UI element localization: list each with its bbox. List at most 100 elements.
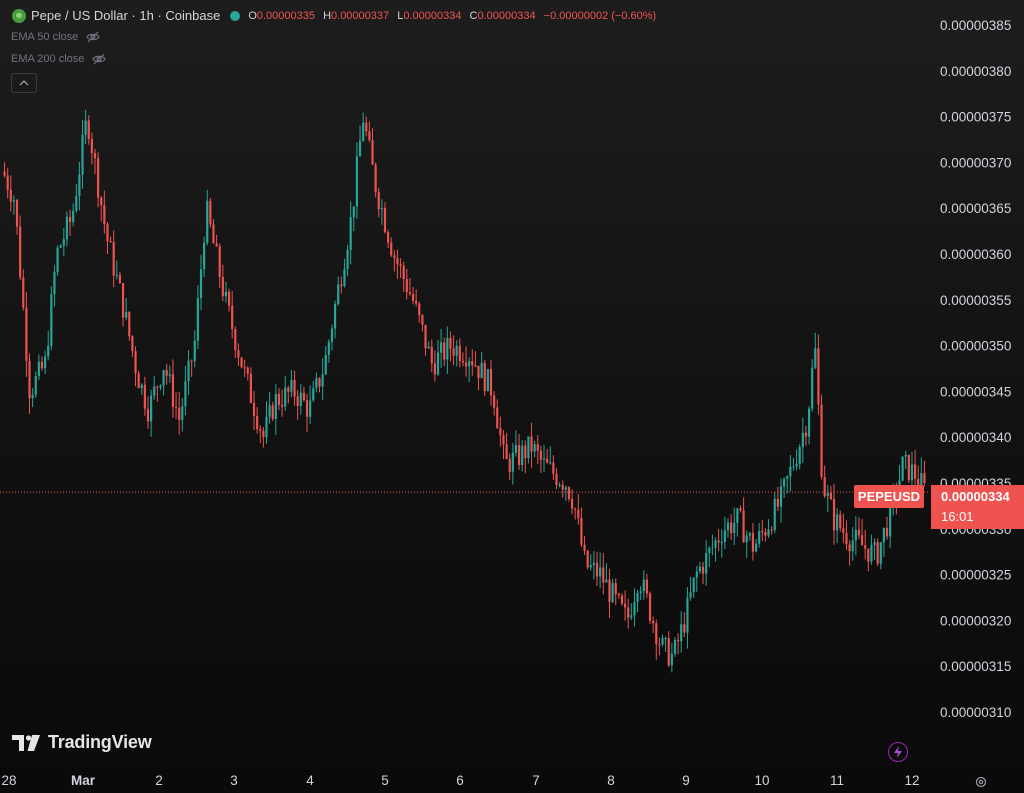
- candle-body[interactable]: [876, 542, 879, 564]
- candle-body[interactable]: [546, 458, 549, 463]
- candle-body[interactable]: [9, 189, 12, 202]
- candle-body[interactable]: [305, 400, 309, 417]
- candle-body[interactable]: [711, 547, 714, 549]
- candle-body[interactable]: [761, 530, 764, 533]
- candle-body[interactable]: [421, 315, 424, 325]
- candle-body[interactable]: [639, 591, 642, 594]
- candle-body[interactable]: [845, 532, 848, 545]
- candle-body[interactable]: [620, 595, 624, 604]
- candle-body[interactable]: [100, 197, 103, 206]
- candle-body[interactable]: [683, 624, 686, 633]
- candle-body[interactable]: [234, 329, 237, 351]
- candle-body[interactable]: [673, 639, 677, 654]
- candle-body[interactable]: [754, 543, 758, 552]
- candle-body[interactable]: [561, 484, 564, 490]
- candle-body[interactable]: [514, 445, 518, 453]
- candle-body[interactable]: [910, 464, 914, 481]
- candle-body[interactable]: [655, 623, 658, 645]
- candle-body[interactable]: [162, 370, 165, 386]
- candle-body[interactable]: [90, 138, 93, 154]
- candle-body[interactable]: [458, 345, 461, 361]
- candle-body[interactable]: [47, 345, 50, 357]
- candle-body[interactable]: [243, 367, 246, 369]
- candle-body[interactable]: [59, 245, 62, 248]
- candle-body[interactable]: [146, 408, 150, 422]
- candle-body[interactable]: [602, 567, 605, 583]
- candle-body[interactable]: [193, 340, 196, 361]
- candle-body[interactable]: [570, 498, 574, 509]
- candle-body[interactable]: [165, 370, 168, 376]
- candle-body[interactable]: [140, 384, 143, 389]
- candle-body[interactable]: [767, 529, 770, 536]
- candle-body[interactable]: [739, 508, 742, 511]
- candle-body[interactable]: [436, 352, 440, 375]
- candle-body[interactable]: [499, 428, 502, 436]
- candle-body[interactable]: [804, 432, 808, 437]
- candle-body[interactable]: [252, 402, 256, 416]
- candle-body[interactable]: [848, 544, 851, 552]
- candle-body[interactable]: [334, 304, 337, 329]
- candle-body[interactable]: [636, 593, 639, 602]
- candle-body[interactable]: [508, 458, 511, 472]
- candle-body[interactable]: [383, 208, 387, 233]
- candle-body[interactable]: [698, 566, 702, 572]
- collapse-indicators-button[interactable]: [11, 73, 37, 93]
- candle-body[interactable]: [505, 444, 508, 459]
- candle-body[interactable]: [290, 379, 293, 392]
- candle-body[interactable]: [801, 432, 804, 448]
- candle-body[interactable]: [402, 265, 405, 279]
- candle-body[interactable]: [705, 552, 708, 574]
- candle-body[interactable]: [608, 579, 611, 602]
- candle-body[interactable]: [309, 400, 312, 417]
- candle-body[interactable]: [408, 292, 412, 295]
- candle-body[interactable]: [764, 532, 767, 536]
- candle-body[interactable]: [645, 579, 649, 594]
- candle-body[interactable]: [84, 120, 87, 135]
- candle-body[interactable]: [346, 249, 349, 270]
- candle-body[interactable]: [262, 430, 265, 438]
- candle-body[interactable]: [355, 156, 359, 207]
- candle-body[interactable]: [577, 509, 580, 518]
- candle-body[interactable]: [907, 454, 910, 481]
- candle-body[interactable]: [65, 216, 69, 240]
- candle-body[interactable]: [256, 415, 259, 430]
- candle-body[interactable]: [184, 381, 187, 407]
- candle-body[interactable]: [854, 529, 857, 541]
- candle-body[interactable]: [455, 345, 458, 356]
- candle-body[interactable]: [399, 264, 402, 266]
- candle-body[interactable]: [112, 242, 115, 276]
- candle-body[interactable]: [277, 393, 281, 405]
- candle-body[interactable]: [695, 571, 698, 578]
- candle-body[interactable]: [343, 269, 346, 286]
- candle-body[interactable]: [814, 348, 817, 368]
- candle-body[interactable]: [349, 217, 352, 250]
- candle-body[interactable]: [28, 360, 31, 399]
- candle-body[interactable]: [97, 158, 100, 198]
- lightning-icon[interactable]: [888, 742, 908, 762]
- candle-body[interactable]: [552, 462, 555, 474]
- candle-body[interactable]: [530, 436, 533, 452]
- candle-body[interactable]: [31, 394, 34, 399]
- candle-body[interactable]: [680, 624, 683, 642]
- candle-body[interactable]: [271, 405, 274, 419]
- candle-body[interactable]: [717, 540, 720, 543]
- candle-body[interactable]: [72, 210, 75, 223]
- candle-body[interactable]: [62, 239, 65, 246]
- candle-body[interactable]: [748, 533, 751, 536]
- candle-body[interactable]: [701, 566, 705, 574]
- candle-body[interactable]: [692, 577, 695, 593]
- candle-body[interactable]: [427, 346, 430, 349]
- candle-body[interactable]: [209, 200, 212, 225]
- candle-body[interactable]: [879, 542, 882, 564]
- candle-body[interactable]: [159, 385, 162, 388]
- candle-body[interactable]: [371, 139, 374, 165]
- candle-body[interactable]: [913, 464, 917, 479]
- candle-body[interactable]: [664, 637, 667, 639]
- candle-body[interactable]: [592, 562, 595, 566]
- candle-body[interactable]: [589, 565, 592, 568]
- candle-body[interactable]: [542, 458, 546, 460]
- candle-body[interactable]: [50, 294, 53, 346]
- candle-body[interactable]: [776, 498, 779, 507]
- candle-body[interactable]: [134, 351, 137, 374]
